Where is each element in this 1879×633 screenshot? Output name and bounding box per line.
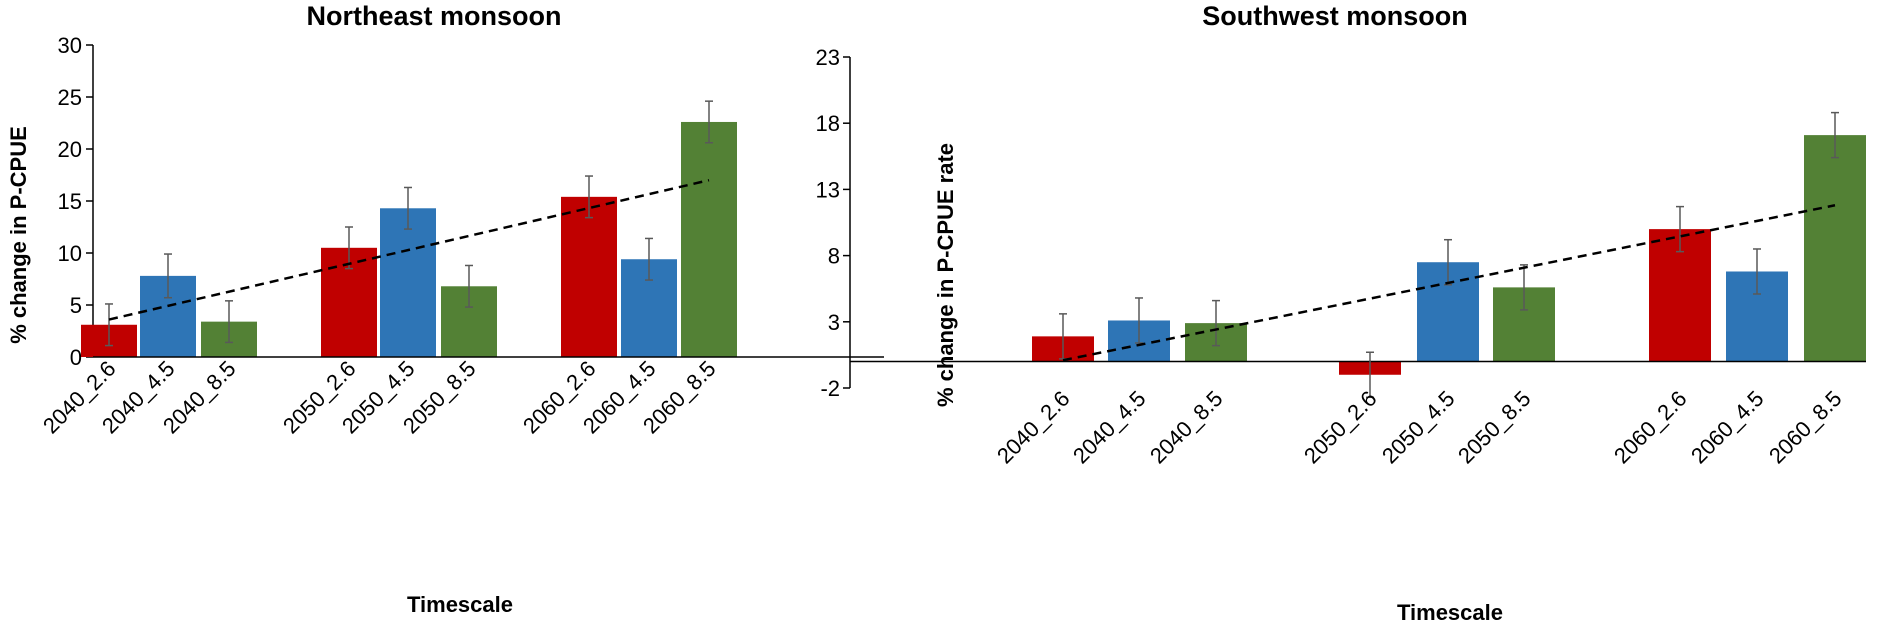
y-tick-label: 5	[70, 293, 82, 318]
error-bar-2040_8.5	[1212, 299, 1220, 347]
x-tick-label: 2050_8.5	[1453, 386, 1536, 469]
error-bar-2050_8.5	[465, 264, 473, 308]
bar-2060_2.6	[561, 196, 617, 357]
trend-line	[1062, 204, 1836, 362]
y-tick-label: 20	[58, 137, 82, 162]
y-tick-label: 0	[70, 345, 82, 370]
x-tick-label: 2060_8.5	[1764, 386, 1847, 469]
error-bar-2050_4.5	[1444, 238, 1452, 286]
y-tick-label: 18	[816, 111, 840, 136]
error-bar-2040_4.5	[164, 253, 172, 299]
error-bar-2060_2.6	[585, 175, 593, 219]
x-tick-label: 2040_4.5	[1068, 386, 1151, 469]
x-axis-label: Timescale	[1397, 600, 1503, 625]
y-tick-label: 25	[58, 85, 82, 110]
y-axis-label: % change in P-CPUE rate	[933, 143, 958, 407]
bar-2060_8.5	[1804, 135, 1866, 362]
y-tick-label: 15	[58, 189, 82, 214]
x-tick-label: 2050_4.5	[1377, 386, 1460, 469]
y-tick-label: -2	[820, 376, 840, 401]
y-axis-label: % change in P-CPUE	[6, 126, 31, 344]
error-bar-2040_4.5	[1135, 297, 1143, 344]
error-bar-2060_8.5	[1831, 111, 1839, 159]
trend-line	[108, 178, 710, 321]
southwest-monsoon-chart: Southwest monsoon % change in P-CPUE rat…	[816, 1, 1866, 625]
northeast-monsoon-chart: Northeast monsoon % change in P-CPUE Tim…	[6, 1, 884, 617]
error-bar-2060_4.5	[1753, 248, 1761, 295]
y-tick-label: 30	[58, 33, 82, 58]
error-bar-2060_2.6	[1676, 205, 1684, 253]
error-bar-2040_8.5	[225, 300, 233, 344]
error-bar-2060_4.5	[645, 237, 653, 281]
error-bar-2050_4.5	[404, 186, 412, 230]
error-bar-2050_2.6	[345, 226, 353, 270]
y-tick-label: 8	[828, 244, 840, 269]
y-tick-label: 13	[816, 177, 840, 202]
x-tick-label: 2050_2.6	[1299, 386, 1382, 469]
error-bar-2040_2.6	[105, 303, 113, 347]
error-bar-2060_8.5	[705, 100, 713, 144]
y-tick-label: 10	[58, 241, 82, 266]
chart-title: Northeast monsoon	[306, 1, 561, 31]
x-tick-label: 2040_8.5	[1145, 386, 1228, 469]
error-bar-2050_2.6	[1366, 351, 1374, 399]
x-tick-label: 2060_2.6	[1609, 386, 1692, 469]
y-tick-label: 3	[828, 310, 840, 335]
x-axis-label: Timescale	[407, 592, 513, 617]
bar-2060_8.5	[681, 121, 737, 358]
error-bar-2050_8.5	[1520, 264, 1528, 311]
x-tick-label: 2060_4.5	[1686, 386, 1769, 469]
chart-title: Southwest monsoon	[1202, 1, 1468, 31]
x-tick-label: 2040_2.6	[992, 386, 1075, 469]
y-tick-label: 23	[816, 45, 840, 70]
bar-2050_4.5	[380, 208, 436, 357]
